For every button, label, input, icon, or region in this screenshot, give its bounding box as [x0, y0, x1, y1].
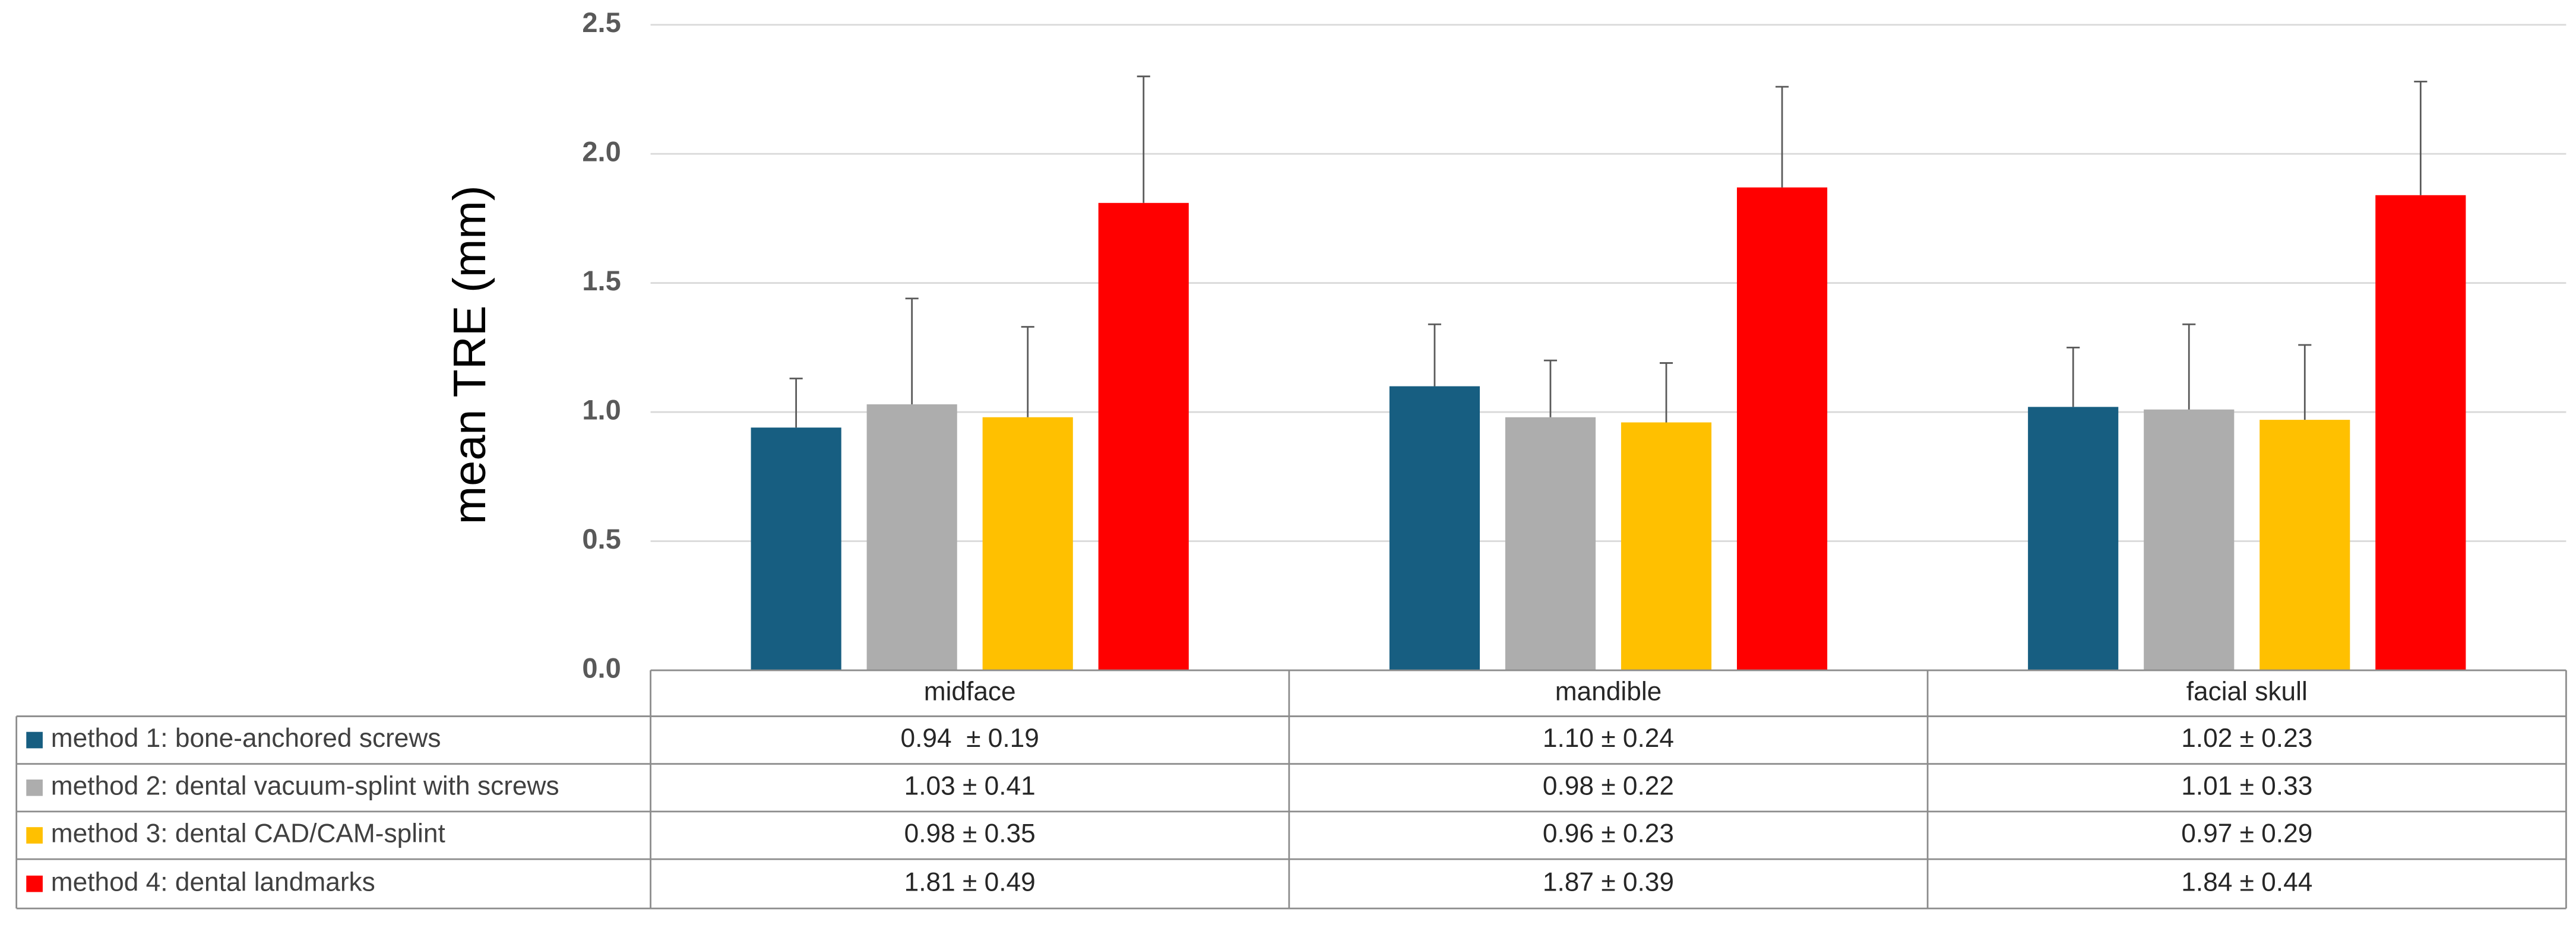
- table-cell: 1.01 ± 0.33: [2181, 771, 2312, 800]
- y-tick-label: 2.5: [582, 7, 621, 38]
- bar: [866, 404, 957, 670]
- table-cell: 0.98 ± 0.22: [1543, 771, 1674, 800]
- table-cell: 0.98 ± 0.35: [904, 819, 1036, 848]
- bar: [1621, 422, 1712, 670]
- legend-label: method 4: dental landmarks: [51, 867, 375, 897]
- error-bar: [789, 378, 803, 428]
- bar: [1736, 187, 1828, 670]
- error-bar: [905, 297, 919, 405]
- legend-label: method 3: dental CAD/CAM-splint: [51, 819, 445, 848]
- bar: [1098, 202, 1189, 670]
- table-cell: 1.02 ± 0.23: [2181, 724, 2312, 753]
- error-bar: [1021, 326, 1034, 417]
- bar: [2144, 409, 2235, 670]
- x-tick-label: facial skull: [2186, 677, 2308, 706]
- y-tick-label: 1.5: [582, 265, 621, 296]
- bar: [751, 427, 841, 670]
- bar: [1389, 386, 1480, 670]
- legend-swatch: [26, 731, 43, 749]
- legend-swatch: [26, 779, 43, 796]
- error-bar: [1775, 85, 1789, 188]
- error-bar: [2298, 344, 2312, 420]
- bar: [2375, 195, 2466, 670]
- table-cell: 1.84 ± 0.44: [2181, 867, 2312, 897]
- x-tick-label: mandible: [1555, 677, 1662, 706]
- y-tick-label: 0.5: [582, 523, 621, 555]
- error-bar: [2067, 346, 2080, 407]
- table-cell: 1.03 ± 0.41: [904, 771, 1036, 800]
- y-tick-label: 1.0: [582, 394, 621, 425]
- error-bar: [1137, 75, 1150, 203]
- y-tick-label: 0.0: [582, 652, 621, 683]
- table-cell: 1.87 ± 0.39: [1543, 867, 1674, 897]
- table-cell: 1.81 ± 0.49: [904, 867, 1036, 897]
- legend-swatch: [26, 875, 43, 892]
- legend-swatch: [26, 827, 43, 844]
- y-tick-label: 2.0: [582, 136, 621, 167]
- table-cell: 0.96 ± 0.23: [1543, 819, 1674, 848]
- error-bar: [1543, 359, 1558, 417]
- bar: [982, 417, 1073, 670]
- bar: [2259, 420, 2350, 670]
- bar: [1505, 417, 1596, 670]
- legend-label: method 2: dental vacuum-splint with scre…: [51, 771, 559, 800]
- table-cell: 1.10 ± 0.24: [1543, 724, 1674, 753]
- table-cell: 0.94 ± 0.19: [900, 724, 1039, 753]
- error-bar: [1428, 323, 1441, 387]
- legend-label: method 1: bone-anchored screws: [51, 724, 441, 753]
- error-bar: [2182, 323, 2196, 410]
- x-tick-label: midface: [924, 677, 1016, 706]
- error-bar: [2414, 81, 2428, 195]
- y-axis-label: mean TRE (mm): [444, 185, 495, 524]
- table-cell: 0.97 ± 0.29: [2181, 819, 2312, 848]
- bar: [2028, 407, 2119, 670]
- error-bar: [1659, 362, 1673, 423]
